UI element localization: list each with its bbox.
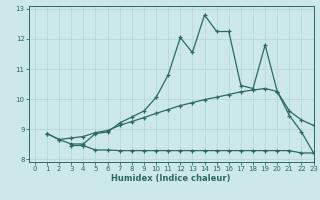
- X-axis label: Humidex (Indice chaleur): Humidex (Indice chaleur): [111, 174, 231, 183]
